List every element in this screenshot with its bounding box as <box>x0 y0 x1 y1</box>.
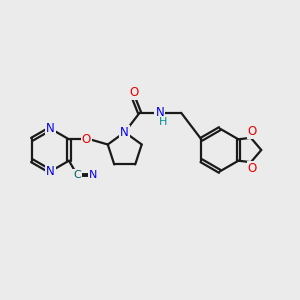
Text: O: O <box>130 86 139 99</box>
Text: N: N <box>46 165 55 178</box>
Text: C: C <box>73 170 81 180</box>
Text: H: H <box>159 117 167 127</box>
Text: N: N <box>155 106 164 119</box>
Text: N: N <box>46 122 55 135</box>
Text: O: O <box>248 125 257 138</box>
Text: N: N <box>88 170 97 180</box>
Text: O: O <box>82 133 91 146</box>
Text: N: N <box>120 126 129 139</box>
Text: O: O <box>248 162 257 175</box>
